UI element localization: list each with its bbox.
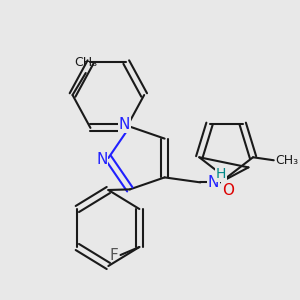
Text: O: O: [222, 183, 234, 198]
Text: N: N: [118, 117, 130, 132]
Text: N: N: [96, 152, 107, 166]
Text: N: N: [208, 175, 219, 190]
Text: H: H: [215, 167, 226, 182]
Text: CH₃: CH₃: [276, 154, 299, 167]
Text: F: F: [110, 248, 118, 263]
Text: CH₃: CH₃: [74, 56, 97, 69]
